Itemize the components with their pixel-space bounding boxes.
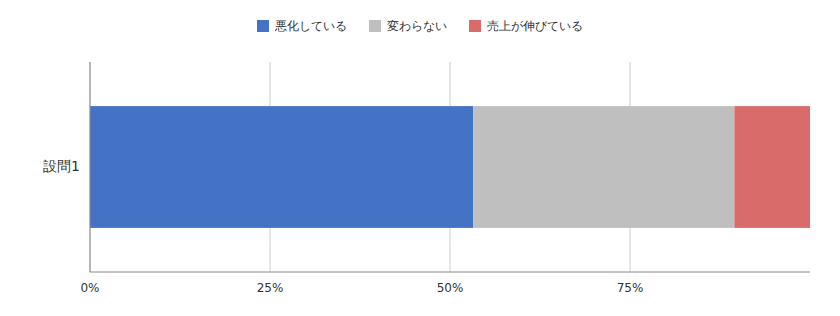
x-axis-line <box>90 272 810 273</box>
bar-segment <box>473 106 734 228</box>
legend-label: 売上が伸びている <box>487 19 583 33</box>
grid-line <box>90 62 91 272</box>
x-tick-label: 75% <box>617 281 644 295</box>
bars <box>90 106 810 228</box>
legend-label: 悪化している <box>274 19 347 33</box>
legend-swatch <box>469 20 481 32</box>
x-axis: 0% 25% 50% 75% <box>80 281 643 295</box>
legend-label: 変わらない <box>387 19 447 33</box>
bar-segment <box>90 106 473 228</box>
legend-item: 悪化している <box>257 19 347 33</box>
x-tick-label: 0% <box>80 281 99 295</box>
legend-item: 売上が伸びている <box>469 19 583 33</box>
legend-swatch <box>257 20 269 32</box>
bar-segment <box>734 106 810 228</box>
y-axis-line <box>90 62 91 272</box>
x-tick-label: 50% <box>437 281 464 295</box>
legend: 悪化している 変わらない 売上が伸びている <box>257 19 583 33</box>
legend-item: 変わらない <box>369 19 447 33</box>
x-tick-label: 25% <box>257 281 284 295</box>
axes <box>90 62 810 272</box>
y-tick-label: 設問1 <box>43 158 80 174</box>
chart-container: 0% 25% 50% 75% 設問1 悪化している 変わらない 売上が伸びている <box>0 0 840 316</box>
legend-swatch <box>369 20 381 32</box>
chart-svg: 0% 25% 50% 75% 設問1 悪化している 変わらない 売上が伸びている <box>0 0 840 316</box>
